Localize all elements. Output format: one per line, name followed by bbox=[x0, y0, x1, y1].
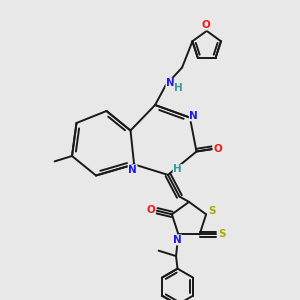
Text: N: N bbox=[166, 78, 175, 88]
Text: H: H bbox=[174, 82, 183, 93]
Text: N: N bbox=[172, 235, 181, 245]
Text: O: O bbox=[146, 205, 155, 215]
Text: N: N bbox=[128, 165, 137, 175]
Text: H: H bbox=[173, 164, 182, 175]
Text: S: S bbox=[218, 230, 226, 239]
Text: N: N bbox=[189, 111, 198, 121]
Text: O: O bbox=[202, 20, 211, 30]
Text: O: O bbox=[213, 144, 222, 154]
Text: S: S bbox=[208, 206, 216, 216]
